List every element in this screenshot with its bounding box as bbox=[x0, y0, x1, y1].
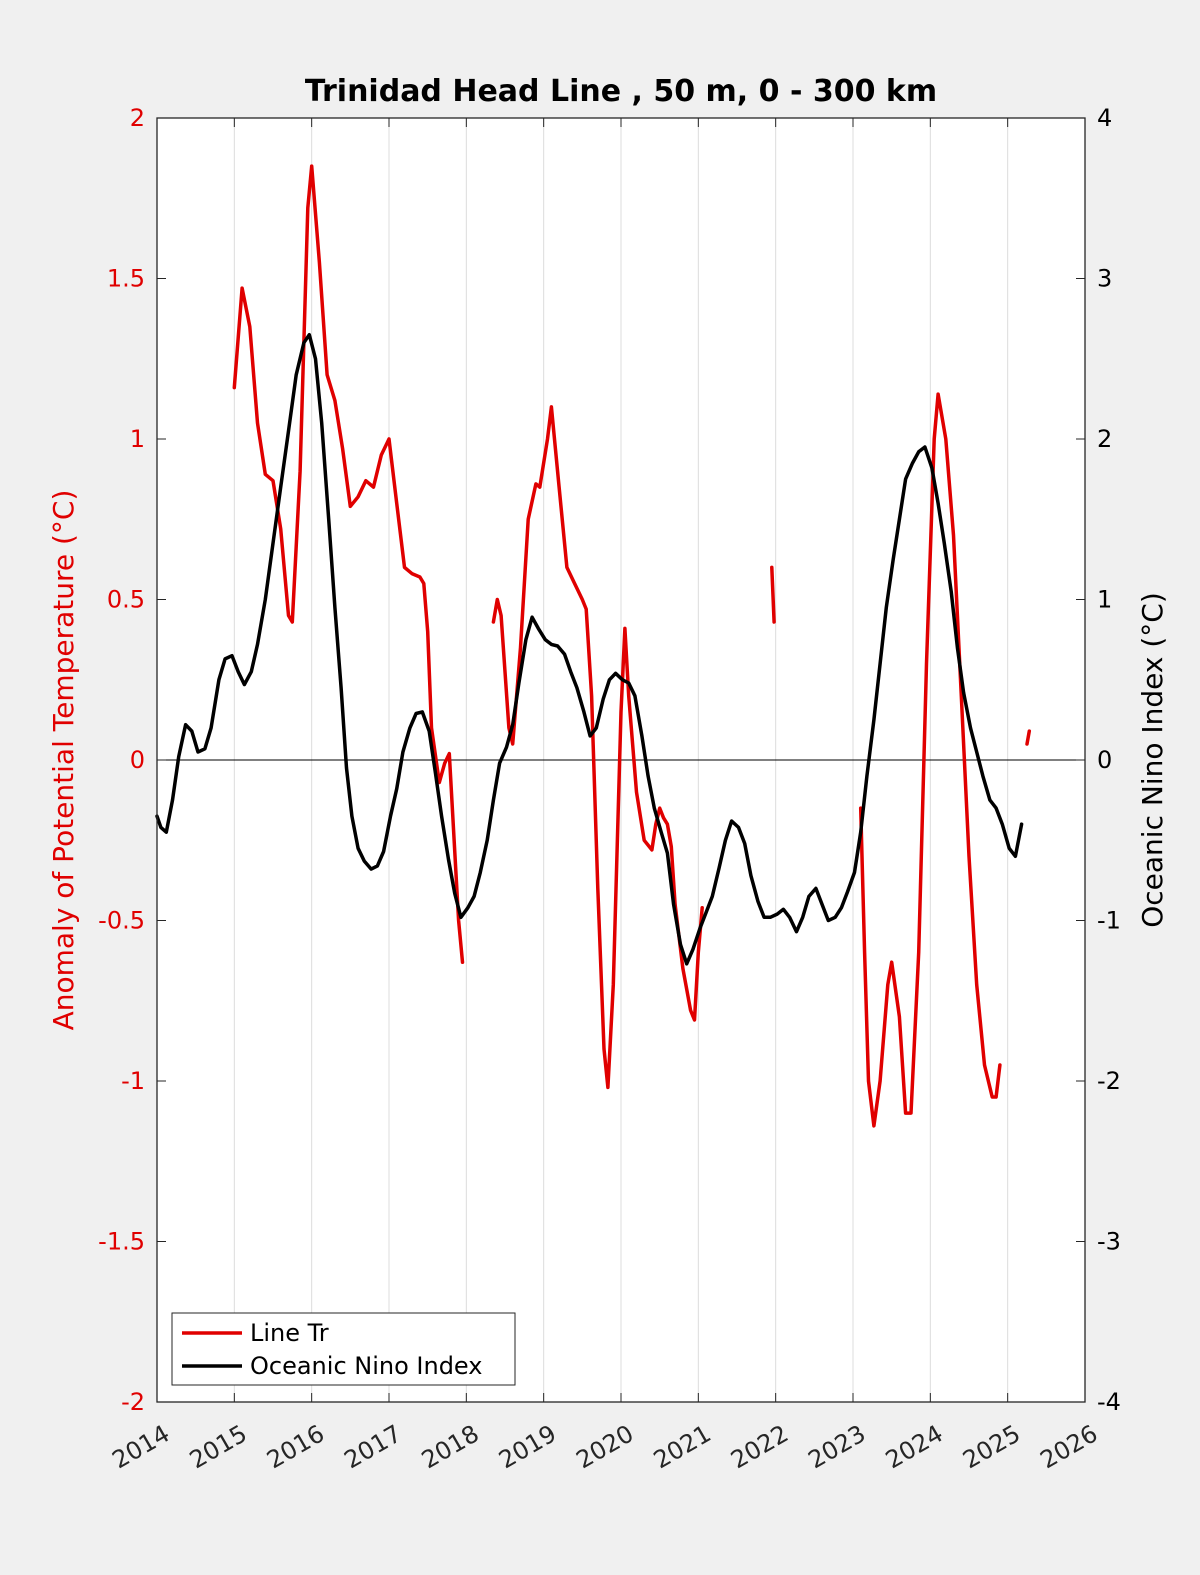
y-tick-label-right: -4 bbox=[1097, 1388, 1121, 1416]
y-axis-label-left: Anomaly of Potential Temperature (°C) bbox=[47, 490, 80, 1031]
y-tick-label-left: 2 bbox=[130, 104, 145, 132]
y-tick-label-right: 0 bbox=[1097, 746, 1112, 774]
legend: Line Tr Oceanic Nino Index bbox=[171, 1312, 516, 1386]
y-tick-label-left: 1.5 bbox=[107, 265, 145, 293]
series-line-line-tr bbox=[1025, 729, 1032, 746]
y-tick-label-right: 1 bbox=[1097, 586, 1112, 614]
series-line-line-tr bbox=[858, 392, 1002, 1128]
y-axis-label-right: Oceanic Nino Index (°C) bbox=[1136, 592, 1169, 928]
y-tick-label-right: 4 bbox=[1097, 104, 1112, 132]
y-tick-label-right: 2 bbox=[1097, 425, 1112, 453]
series-line-line-tr bbox=[491, 405, 704, 1090]
series-line-line-tr bbox=[770, 565, 776, 624]
y-tick-label-right: 3 bbox=[1097, 265, 1112, 293]
legend-label-oni: Oceanic Nino Index bbox=[250, 1352, 482, 1380]
legend-label-line-tr: Line Tr bbox=[250, 1319, 329, 1347]
y-tick-label-right: -1 bbox=[1097, 907, 1121, 935]
y-tick-label-left: -0.5 bbox=[98, 907, 145, 935]
y-tick-label-left: -1 bbox=[121, 1067, 145, 1095]
y-tick-label-right: -3 bbox=[1097, 1228, 1121, 1256]
tick-marks bbox=[156, 117, 1086, 1403]
y-tick-label-left: 1 bbox=[130, 425, 145, 453]
y-tick-label-left: -2 bbox=[121, 1388, 145, 1416]
chart-title: Trinidad Head Line , 50 m, 0 - 300 km bbox=[305, 74, 937, 109]
series-line-oceanic-nino-index bbox=[155, 332, 1024, 966]
series-layer bbox=[155, 164, 1032, 1128]
y-tick-label-left: 0.5 bbox=[107, 586, 145, 614]
y-tick-label-left: 0 bbox=[130, 746, 145, 774]
y-tick-label-left: -1.5 bbox=[98, 1228, 145, 1256]
y-tick-label-right: -2 bbox=[1097, 1067, 1121, 1095]
legend-box bbox=[171, 1312, 516, 1386]
tick-labels: 2014 2015 2016 2017 2018 2019 2020 2021 2022 2023… bbox=[98, 104, 1121, 1474]
